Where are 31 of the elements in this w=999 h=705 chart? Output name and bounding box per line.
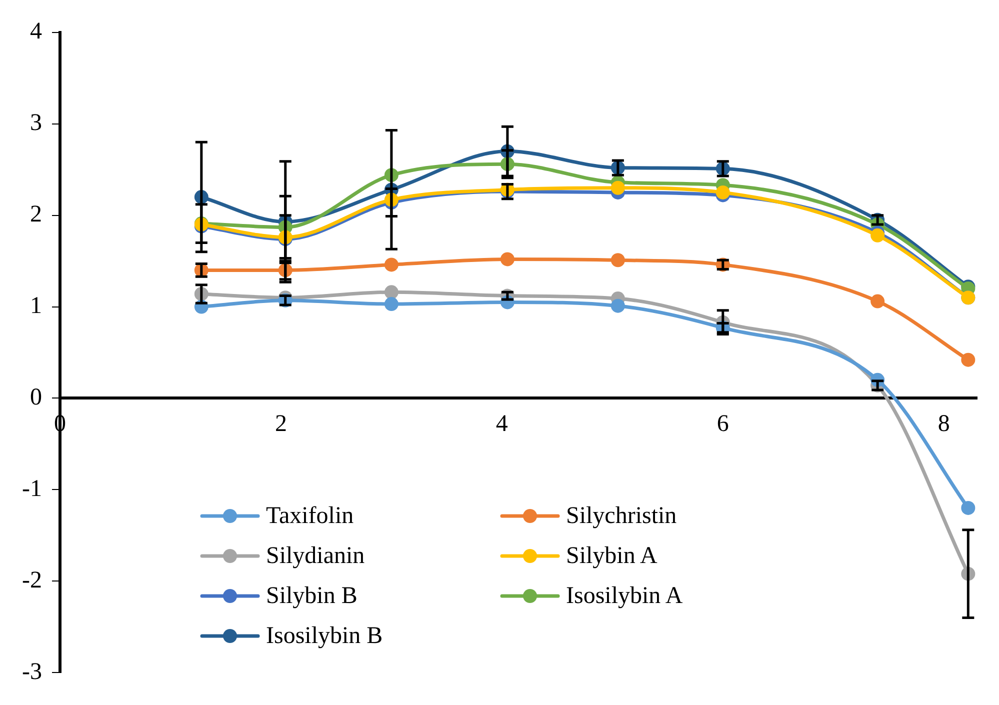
legend-label: Silybin A <box>566 542 658 570</box>
legend-label: Isosilybin B <box>266 622 383 650</box>
x-tick-label: 4 <box>496 410 508 437</box>
legend-label: Silydianin <box>266 542 365 570</box>
point <box>384 285 398 300</box>
point <box>961 352 976 367</box>
point <box>610 298 625 313</box>
y-tick-label: 3 <box>30 110 42 136</box>
legend-label: Taxifolin <box>266 502 354 530</box>
point <box>610 253 625 268</box>
y-tick-label: -1 <box>22 476 42 502</box>
point <box>384 297 398 312</box>
legend-label: Silybin B <box>266 582 358 610</box>
y-tick-label: -3 <box>22 658 42 685</box>
x-tick-label: 2 <box>274 410 287 437</box>
y-tick-label: 2 <box>30 202 42 228</box>
y-tick-label: 1 <box>30 293 42 320</box>
y-tick-label: 0 <box>30 384 42 411</box>
x-tick-label: 6 <box>716 410 729 437</box>
point <box>961 500 976 515</box>
legend-label: Silychristin <box>566 502 677 530</box>
point <box>610 180 625 195</box>
legend-label: Isosilybin A <box>566 582 683 610</box>
x-tick-label: 8 <box>938 410 950 437</box>
y-tick-label: -2 <box>22 567 42 594</box>
point <box>870 294 885 308</box>
y-tick-label: 4 <box>30 18 42 45</box>
point <box>870 228 885 242</box>
point <box>500 252 514 266</box>
point <box>384 258 398 272</box>
point <box>716 185 730 200</box>
